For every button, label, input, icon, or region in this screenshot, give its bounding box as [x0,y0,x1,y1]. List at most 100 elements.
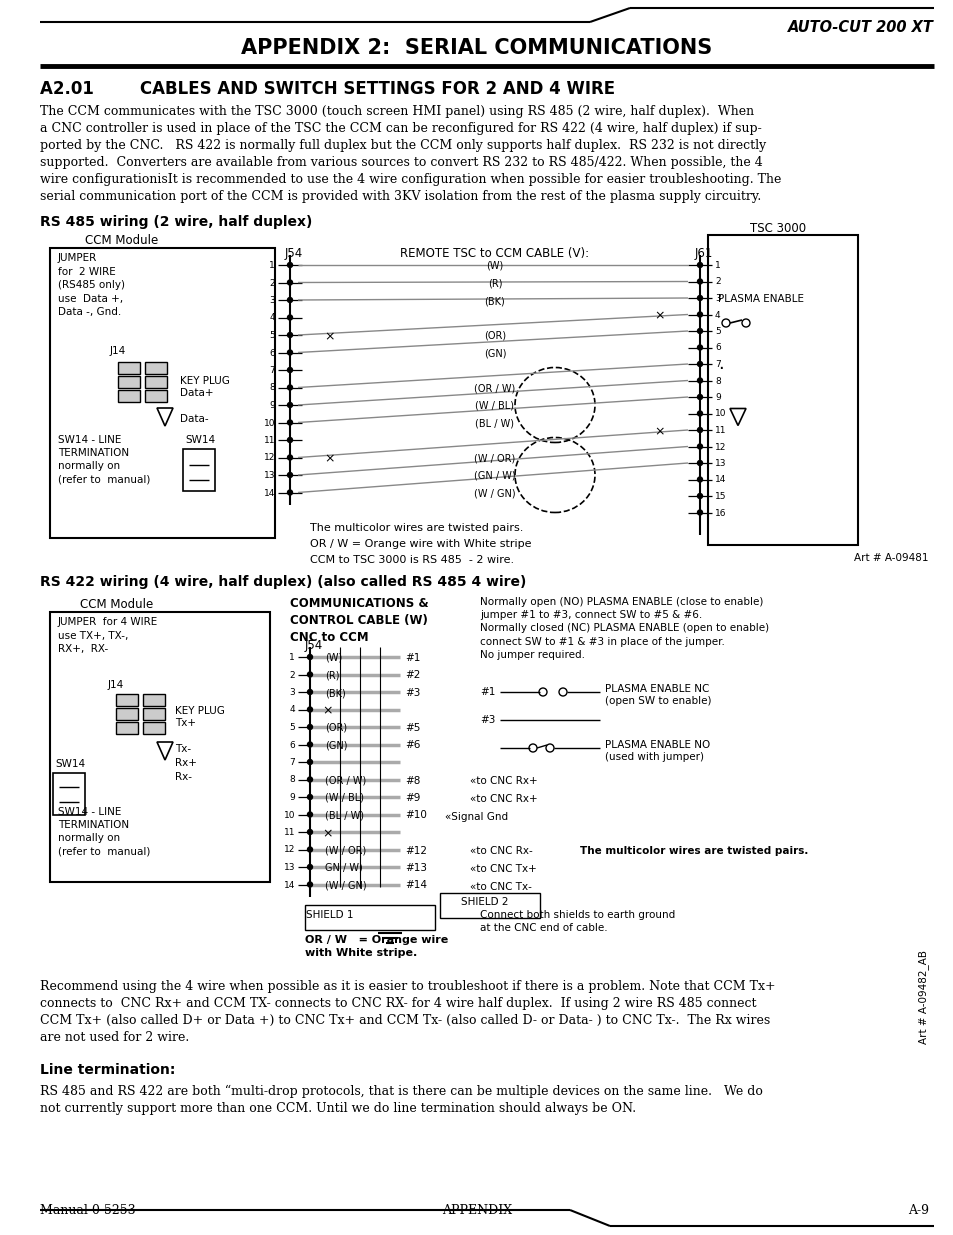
Text: 14: 14 [263,489,274,498]
Text: GN / W): GN / W) [325,863,362,873]
Circle shape [287,473,293,478]
Text: Tx+: Tx+ [174,718,195,727]
Text: «to CNC Rx+: «to CNC Rx+ [470,794,537,804]
Text: a CNC controller is used in place of the TSC the CCM can be reconfigured for RS : a CNC controller is used in place of the… [40,122,760,135]
Text: Connect both shields to earth ground
at the CNC end of cable.: Connect both shields to earth ground at … [479,910,675,934]
Text: #8: #8 [405,776,420,785]
FancyBboxPatch shape [145,375,167,388]
Text: #9: #9 [405,793,420,803]
Circle shape [307,655,313,659]
FancyBboxPatch shape [143,722,165,734]
Circle shape [307,689,313,694]
Text: Normally open (NO) PLASMA ENABLE (close to enable)
jumper #1 to #3, connect SW t: Normally open (NO) PLASMA ENABLE (close … [479,597,768,659]
Polygon shape [729,409,745,426]
Circle shape [307,830,313,835]
Text: SW14: SW14 [55,760,85,769]
Text: ported by the CNC.   RS 422 is normally full duplex but the CCM only supports ha: ported by the CNC. RS 422 is normally fu… [40,140,765,152]
Text: Tx-: Tx- [174,743,191,755]
Text: Data-: Data- [180,414,209,424]
FancyBboxPatch shape [439,893,539,918]
Text: Art # A-09481: Art # A-09481 [854,553,928,563]
FancyBboxPatch shape [118,390,140,403]
Text: 6: 6 [714,343,720,352]
Circle shape [558,688,566,697]
Text: Rx+: Rx+ [174,758,196,768]
Text: RS 485 wiring (2 wire, half duplex): RS 485 wiring (2 wire, half duplex) [40,215,312,228]
Text: 4: 4 [714,310,720,320]
Circle shape [287,298,293,303]
Circle shape [287,454,293,459]
Circle shape [287,332,293,337]
Circle shape [287,437,293,442]
Text: wire configurationisIt is recommended to use the 4 wire configuration when possi: wire configurationisIt is recommended to… [40,173,781,186]
Text: (W / BL): (W / BL) [475,401,514,411]
Text: 11: 11 [714,426,726,435]
Text: Data+: Data+ [180,388,213,398]
Text: A-9: A-9 [907,1204,928,1216]
Text: 13: 13 [263,471,274,480]
Text: (OR): (OR) [325,722,347,734]
Text: ×: × [322,704,333,718]
Circle shape [287,368,293,373]
Circle shape [287,403,293,408]
Circle shape [287,350,293,354]
Circle shape [545,743,554,752]
Text: #1: #1 [405,653,420,663]
Text: 16: 16 [714,509,726,517]
Text: J54: J54 [285,247,303,261]
Text: 12: 12 [283,846,294,855]
Circle shape [697,461,701,466]
FancyBboxPatch shape [118,362,140,374]
FancyBboxPatch shape [118,375,140,388]
Text: 7: 7 [269,366,274,375]
Polygon shape [157,408,172,426]
Text: «Signal Gnd: «Signal Gnd [444,811,508,821]
Text: J61: J61 [695,247,713,261]
Text: (R): (R) [487,279,501,289]
Circle shape [287,315,293,320]
Text: J14: J14 [108,680,124,690]
Text: #2: #2 [405,671,420,680]
FancyBboxPatch shape [50,248,274,538]
Text: #14: #14 [405,881,427,890]
Text: 8: 8 [269,384,274,393]
Circle shape [307,725,313,730]
Circle shape [697,477,701,482]
Text: Line termination:: Line termination: [40,1063,175,1077]
FancyBboxPatch shape [183,450,214,492]
Text: A2.01        CABLES AND SWITCH SETTINGS FOR 2 AND 4 WIRE: A2.01 CABLES AND SWITCH SETTINGS FOR 2 A… [40,80,615,98]
Text: (W): (W) [486,261,503,270]
Text: SW14 - LINE
TERMINATION
normally on
(refer to  manual): SW14 - LINE TERMINATION normally on (ref… [58,435,151,484]
Text: 9: 9 [289,793,294,802]
Text: SHIELD 2: SHIELD 2 [460,897,508,906]
Text: CCM Module: CCM Module [85,233,158,247]
Circle shape [287,420,293,425]
Text: (GN): (GN) [325,741,347,751]
Text: 13: 13 [283,863,294,872]
Circle shape [307,794,313,799]
Circle shape [697,312,701,317]
Text: Rx-: Rx- [174,772,192,782]
Text: #3: #3 [479,715,495,725]
Text: PLASMA ENABLE: PLASMA ENABLE [718,294,803,304]
Text: CCM Module: CCM Module [80,598,153,611]
Text: (BL / W): (BL / W) [325,810,364,820]
Circle shape [741,319,749,327]
Text: KEY PLUG: KEY PLUG [180,375,230,387]
Text: 15: 15 [714,492,726,501]
Text: J54: J54 [305,638,323,652]
Text: AUTO-CUT 200 XT: AUTO-CUT 200 XT [787,20,933,35]
Text: TSC 3000: TSC 3000 [749,222,805,235]
Text: RS 422 wiring (4 wire, half duplex) (also called RS 485 4 wire): RS 422 wiring (4 wire, half duplex) (als… [40,576,526,589]
Text: (GN / W): (GN / W) [474,471,516,480]
Circle shape [307,847,313,852]
Text: ×: × [324,452,335,466]
FancyBboxPatch shape [116,694,138,706]
Polygon shape [157,742,172,760]
Text: 1: 1 [714,261,720,270]
Text: 6: 6 [289,741,294,750]
Text: #5: #5 [405,722,420,734]
Text: COMMUNICATIONS &
CONTROL CABLE (W)
CNC to CCM: COMMUNICATIONS & CONTROL CABLE (W) CNC t… [290,597,428,643]
Text: 6: 6 [269,348,274,357]
Circle shape [697,427,701,432]
